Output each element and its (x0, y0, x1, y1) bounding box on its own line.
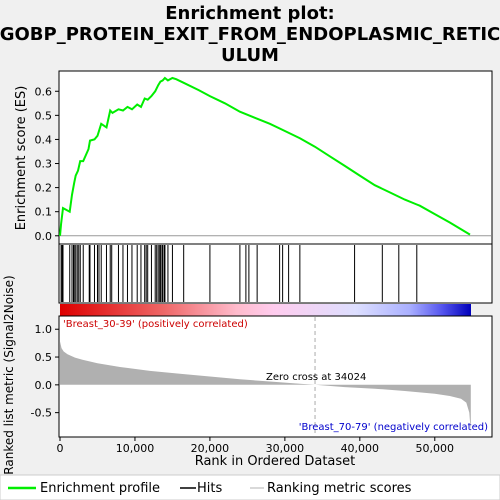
metric-y-axis-label: Ranked list metric (Signal2Noise) (2, 275, 16, 474)
x-tick-label: 40,000 (341, 442, 380, 455)
legend-metric-label: Ranking metric scores (267, 481, 412, 496)
metric-y-tick-label: 0.5 (35, 351, 53, 364)
es-y-ticks: 0.0 0.1 0.2 0.3 0.4 0.5 0.6 (35, 85, 59, 243)
metric-y-tick-label: -0.5 (31, 407, 52, 420)
metric-y-ticks: -0.5 0.0 0.5 1.0 (31, 323, 59, 420)
x-tick-label: 0 (57, 442, 64, 455)
es-y-tick-label: 0.1 (35, 206, 53, 219)
x-tick-label: 10,000 (116, 442, 155, 455)
es-y-axis-label: Enrichment score (ES) (14, 86, 29, 231)
hit-marks (60, 245, 418, 302)
es-y-tick-label: 0.0 (35, 230, 53, 243)
ranking-metric-area (60, 341, 471, 433)
x-tick-label: 20,000 (191, 442, 230, 455)
hits-panel-frame (58, 243, 493, 304)
es-panel-frame (58, 70, 493, 245)
x-tick-label: 50,000 (416, 442, 455, 455)
zero-cross-label: Zero cross at 34024 (266, 372, 366, 383)
es-y-tick-label: 0.4 (35, 133, 53, 146)
es-y-tick-label: 0.5 (35, 109, 53, 122)
es-y-tick-label: 0.6 (35, 85, 53, 98)
x-tick-label: 30,000 (266, 442, 305, 455)
negative-correlation-label: 'Breast_70-79' (negatively correlated) (299, 422, 488, 433)
enrichment-profile-line (59, 76, 471, 236)
es-y-tick-label: 0.2 (35, 182, 53, 195)
chart-title-line-3: ULUM (221, 45, 279, 66)
x-axis-label: Rank in Ordered Dataset (195, 454, 356, 469)
legend-enrichment-label: Enrichment profile (40, 481, 160, 496)
metric-y-tick-label: 1.0 (35, 323, 53, 336)
metric-y-tick-label: 0.0 (35, 379, 53, 392)
positive-correlation-label: 'Breast_30-39' (positively correlated) (63, 319, 248, 330)
rank-color-bar (60, 304, 471, 316)
legend-hits-label: Hits (197, 481, 222, 496)
chart-title-line-1: Enrichment plot: (165, 3, 335, 24)
es-y-tick-label: 0.3 (35, 158, 53, 171)
chart-title-line-2: GOBP_PROTEIN_EXIT_FROM_ENDOPLASMIC_RETIC (0, 24, 500, 45)
x-axis-ticks: 0 10,000 20,000 30,000 40,000 50,000 (57, 437, 455, 455)
